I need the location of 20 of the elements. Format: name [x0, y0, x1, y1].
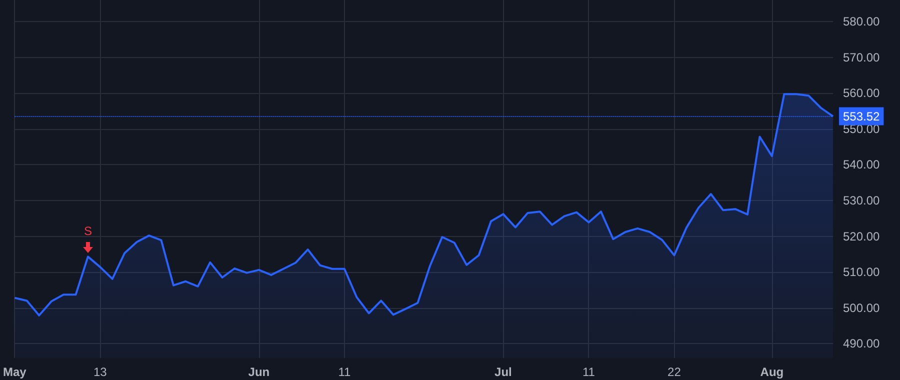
annotation: S	[84, 224, 92, 238]
x-tick-label: 22	[668, 365, 682, 379]
x-tick-label: 13	[93, 365, 108, 379]
y-tick-label: 510.00	[843, 265, 880, 280]
y-tick-label: 500.00	[843, 300, 880, 315]
x-tick-label: Jun	[248, 365, 270, 379]
y-tick-label: 520.00	[843, 229, 880, 244]
y-tick-label: 580.00	[843, 14, 880, 28]
y-tick-label: 540.00	[843, 158, 880, 172]
y-tick-label: 550.00	[843, 122, 880, 136]
x-tick-label: Jul	[494, 365, 512, 379]
x-tick-label: 11	[338, 365, 351, 379]
y-tick-label: 490.00	[843, 336, 880, 351]
y-tick-label: 560.00	[843, 86, 880, 100]
x-tick-label: 11	[582, 365, 596, 379]
x-tick-label: Aug	[760, 365, 784, 379]
y-tick-label: 570.00	[843, 50, 880, 64]
ref-line-label: 553.52	[843, 109, 880, 124]
y-tick-label: 530.00	[843, 193, 880, 208]
x-tick-label: May	[3, 365, 27, 379]
